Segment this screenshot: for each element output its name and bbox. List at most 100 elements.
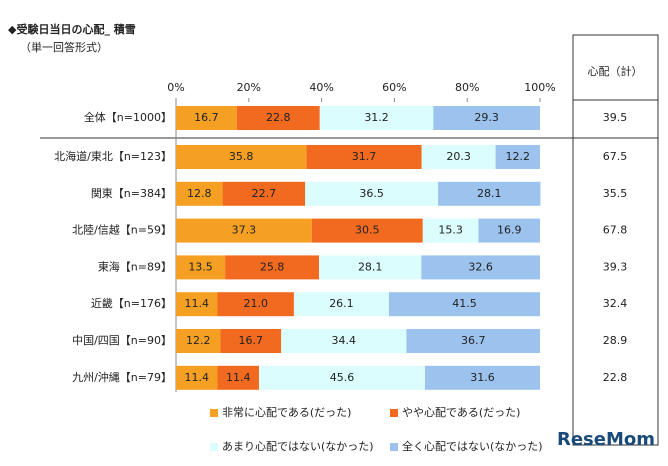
total-value: 67.5	[603, 150, 628, 163]
legend-swatch	[390, 443, 398, 451]
bar-segment	[495, 145, 540, 169]
bar-segment	[421, 145, 496, 169]
value-label: 31.6	[470, 371, 495, 384]
legend-label: あまり心配ではない(なかった)	[222, 440, 374, 453]
bar-segment	[217, 365, 259, 390]
legend-swatch	[390, 409, 398, 417]
bar-segment	[388, 292, 540, 317]
bar-segment	[225, 255, 320, 280]
bar-segment	[311, 218, 423, 243]
bar-segment	[217, 292, 294, 317]
bar-segment	[424, 365, 540, 390]
value-label: 22.8	[266, 111, 291, 124]
value-label: 45.6	[330, 371, 355, 384]
bar-segment	[176, 218, 312, 243]
bar-segment	[421, 255, 540, 280]
bar-segment	[433, 106, 540, 130]
value-label: 35.8	[229, 150, 254, 163]
value-label: 32.6	[468, 260, 493, 273]
bar-segment	[176, 106, 237, 130]
chart-title: ◆受験日当日の心配_ 積雪	[8, 22, 136, 36]
bar-segment	[176, 255, 226, 280]
value-label: 28.1	[477, 187, 502, 200]
y-tick-label: 中国/四国【n=90】	[72, 334, 172, 347]
value-label: 15.3	[438, 224, 463, 237]
total-value: 28.9	[603, 334, 628, 347]
total-value: 39.3	[603, 260, 628, 273]
value-label: 41.5	[452, 297, 477, 310]
bar-segment	[305, 181, 439, 206]
bar-segment	[176, 292, 218, 317]
x-tick-label: 20%	[237, 81, 261, 94]
value-label: 16.9	[497, 224, 522, 237]
value-label: 36.5	[359, 187, 384, 200]
value-label: 28.1	[358, 260, 383, 273]
value-label: 12.2	[506, 150, 531, 163]
value-label: 16.7	[194, 111, 219, 124]
bar-segment	[220, 329, 282, 353]
legend-swatch	[210, 409, 218, 417]
y-tick-label: 近畿【n=176】	[91, 296, 172, 310]
total-header: 心配（計）	[588, 64, 643, 78]
bar-segment	[406, 329, 540, 353]
legend-label: 全く心配ではない(なかった)	[402, 439, 543, 453]
value-label: 11.4	[184, 371, 209, 384]
bar-segment	[438, 181, 541, 206]
value-label: 11.4	[226, 371, 251, 384]
legend-label: やや心配である(だった)	[402, 406, 520, 419]
value-label: 21.0	[243, 297, 268, 310]
value-label: 31.7	[352, 150, 377, 163]
bar-segment	[176, 329, 221, 353]
legend-label: 非常に心配である(だった)	[222, 406, 351, 419]
bar-segment	[281, 329, 407, 353]
bar-segment	[222, 181, 306, 206]
bar-segment	[236, 106, 320, 130]
bar-segment	[306, 145, 422, 169]
bar-segment	[422, 218, 479, 243]
value-label: 37.3	[232, 224, 257, 237]
y-tick-label: 東海【n=89】	[98, 259, 172, 273]
y-tick-label: 関東【n=384】	[91, 187, 172, 200]
value-label: 12.2	[186, 334, 211, 347]
y-tick-label: 九州/沖縄【n=79】	[72, 370, 172, 384]
total-value: 67.8	[603, 224, 628, 237]
bar-segment	[293, 292, 389, 317]
total-value: 39.5	[603, 111, 628, 124]
x-tick-label: 0%	[167, 81, 184, 94]
x-tick-label: 40%	[309, 81, 333, 94]
total-table	[572, 34, 659, 446]
value-label: 25.8	[260, 260, 285, 273]
bar-segment	[478, 218, 540, 243]
value-label: 13.5	[188, 260, 213, 273]
legend-swatch	[210, 443, 218, 451]
bar-segment	[176, 181, 223, 206]
x-tick-label: 100%	[524, 81, 555, 94]
value-label: 12.8	[187, 187, 212, 200]
bar-segment	[258, 365, 425, 390]
value-label: 26.1	[329, 297, 354, 310]
value-label: 30.5	[355, 224, 380, 237]
bar-segment	[176, 365, 218, 390]
total-value: 32.4	[603, 297, 628, 310]
watermark: ReseMom	[557, 429, 655, 450]
y-tick-label: 北海道/東北【n=123】	[54, 149, 172, 163]
value-label: 16.7	[239, 334, 264, 347]
total-value: 22.8	[603, 371, 628, 384]
bar-segment	[176, 145, 307, 169]
value-label: 36.7	[461, 334, 486, 347]
y-tick-label: 北陸/信越【n=59】	[72, 223, 172, 237]
x-tick-label: 60%	[382, 81, 406, 94]
total-value: 35.5	[603, 187, 628, 200]
bar-segment	[319, 106, 434, 130]
x-tick-label: 80%	[455, 81, 479, 94]
chart-subtitle: （単一回答形式）	[20, 40, 108, 54]
value-label: 31.2	[364, 111, 389, 124]
value-label: 34.4	[332, 334, 357, 347]
bar-segment	[319, 255, 422, 280]
value-label: 22.7	[252, 187, 277, 200]
value-label: 29.3	[474, 111, 499, 124]
y-tick-label: 全体【n=1000】	[84, 110, 172, 124]
value-label: 20.3	[446, 150, 471, 163]
value-label: 11.4	[184, 297, 209, 310]
